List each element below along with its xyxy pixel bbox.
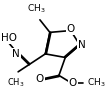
Text: HO: HO (1, 33, 17, 43)
Text: O: O (35, 74, 44, 84)
Text: O: O (67, 24, 75, 34)
Text: CH$_3$: CH$_3$ (27, 3, 46, 15)
Text: N: N (12, 49, 20, 59)
Text: O: O (69, 78, 77, 88)
Text: CH$_3$: CH$_3$ (7, 76, 24, 89)
Text: N: N (78, 40, 86, 50)
Text: CH$_3$: CH$_3$ (87, 76, 106, 89)
